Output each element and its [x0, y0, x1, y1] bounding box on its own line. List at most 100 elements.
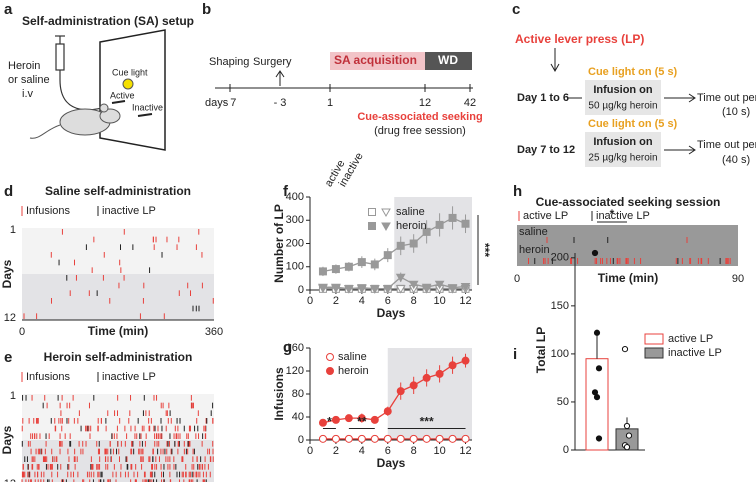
mouse [29, 103, 121, 139]
timeout-label: Time out period [697, 139, 756, 151]
legend-label: heroin [338, 365, 369, 377]
y-tick-label: 100 [551, 348, 569, 360]
drug-label: or saline [8, 74, 50, 86]
marker [421, 283, 432, 293]
legend-marker [368, 222, 376, 230]
cue-label: Cue light on (5 s) [588, 66, 678, 78]
data-point [595, 435, 603, 442]
y-axis-label: Total LP [534, 327, 548, 373]
x-tick-label: 12 [459, 445, 471, 457]
legend-marker [326, 367, 334, 375]
legend-label: heroin [396, 220, 427, 232]
panel-label: i [513, 346, 517, 363]
legend-marker [381, 208, 391, 218]
phase-label: Surgery [253, 56, 292, 68]
legend-label: inactive LP [668, 347, 722, 359]
shade [22, 274, 214, 320]
lever-label: Active [110, 90, 135, 100]
cue-light [122, 78, 134, 90]
legend-label: Infusions [26, 371, 71, 383]
marker [422, 434, 431, 443]
marker [396, 434, 405, 443]
infusion-label: Infusion on [593, 84, 653, 96]
dose-label: 25 µg/kg heroin [588, 153, 657, 164]
y-tick-label: 12 [4, 478, 16, 482]
data-point [593, 394, 601, 401]
legend-swatch [644, 333, 664, 345]
y-tick-label: 200 [286, 237, 304, 249]
panel-title: Heroin self-administration [44, 350, 193, 364]
x-tick-label: 10 [433, 295, 445, 307]
data-point [621, 345, 629, 353]
marker [460, 283, 471, 292]
x-tick-label: 0 [307, 445, 313, 457]
y-tick-label: 50 [557, 396, 569, 408]
y-tick-label: 1 [10, 390, 16, 402]
y-tick-label: 200 [551, 252, 569, 264]
marker [318, 283, 328, 293]
legend-marker [381, 222, 391, 232]
marker [435, 434, 444, 443]
legend-label: active LP [668, 333, 713, 345]
y-axis-label: Infusions [272, 367, 286, 421]
legend-marker [326, 353, 334, 361]
days-label: Day 1 to 6 [517, 92, 569, 104]
legend-label: inactive LP [596, 210, 650, 222]
legend-label: inactive LP [102, 205, 156, 217]
seeking-label: Cue-associated seeking [357, 111, 482, 123]
wd-box [425, 52, 472, 70]
day-tick: - 3 [274, 97, 287, 109]
data-point [593, 329, 601, 336]
marker [435, 220, 444, 229]
timeout-label: Time out period [697, 92, 756, 104]
marker [331, 415, 340, 424]
y-tick-label: 0 [298, 284, 304, 296]
marker [370, 260, 379, 269]
y-tick-label: 300 [286, 214, 304, 226]
x-tick-label: 8 [411, 295, 417, 307]
x-tick-label: 6 [385, 295, 391, 307]
marker [369, 285, 380, 294]
y-tick-label: 160 [286, 342, 304, 354]
panel-label: c [512, 1, 520, 18]
marker [448, 434, 457, 443]
timeout-duration: (40 s) [722, 154, 750, 166]
marker [331, 434, 340, 443]
marker [331, 283, 341, 293]
marker [344, 262, 353, 271]
marker [435, 369, 444, 378]
day-tick: - 7 [224, 97, 237, 109]
marker [370, 434, 379, 443]
x-axis-label: Days [377, 306, 406, 320]
marker [383, 251, 392, 260]
marker [357, 434, 366, 443]
x-tick-label: 0 [514, 273, 520, 285]
marker [461, 434, 470, 443]
marker [396, 241, 405, 250]
marker [409, 434, 418, 443]
legend-label: saline [396, 206, 425, 218]
panel-label: a [4, 1, 13, 18]
x-tick-label: 4 [359, 445, 365, 457]
marker [461, 356, 470, 365]
annotation: * [327, 415, 332, 429]
marker [408, 280, 419, 290]
panel-title: Saline self-administration [45, 184, 191, 198]
annotation: ** [357, 415, 367, 429]
y-tick-label: 150 [551, 300, 569, 312]
day-tick: 1 [327, 97, 333, 109]
legend-marker [368, 208, 376, 216]
annotation: *** [420, 415, 434, 429]
data-point [625, 432, 633, 439]
legend-label: saline [338, 351, 367, 363]
lever [111, 100, 126, 104]
marker [396, 387, 405, 396]
y-tick-label: 0 [298, 434, 304, 446]
x-tick-label: 8 [411, 445, 417, 457]
lever [137, 113, 153, 117]
data-point [591, 249, 599, 257]
marker [318, 434, 327, 443]
data-point [623, 444, 631, 451]
marker [383, 434, 392, 443]
